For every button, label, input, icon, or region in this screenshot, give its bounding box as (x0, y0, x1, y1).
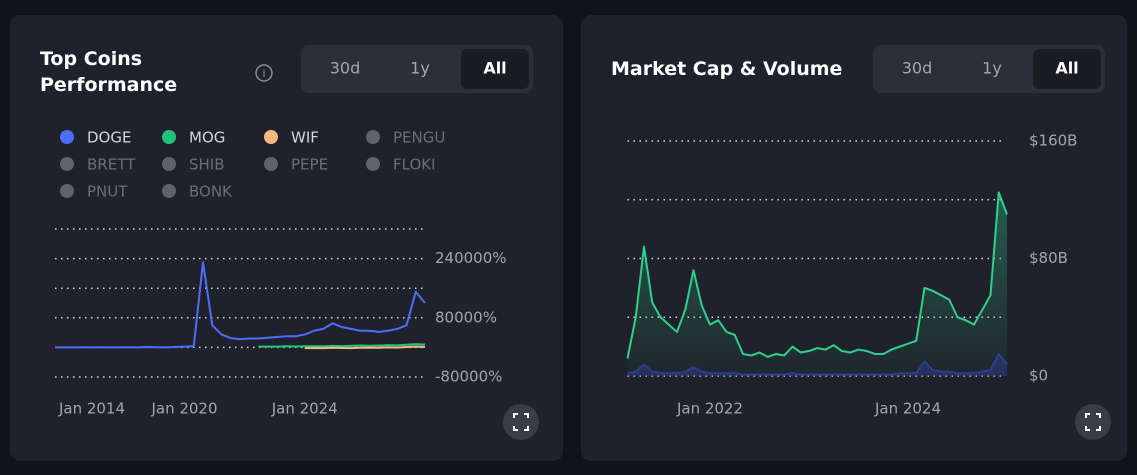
y-tick-label: 240000% (435, 249, 507, 267)
y-tick-label: 80000% (435, 308, 497, 326)
x-tick-label: Jan 2024 (874, 400, 941, 418)
y-tick-label: -80000% (435, 368, 502, 386)
tab-active-bg (461, 49, 529, 89)
chart-title: Top Coins Performance (40, 48, 178, 96)
legend-marker[interactable] (264, 130, 278, 144)
expand-icon (513, 413, 529, 431)
legend-marker[interactable] (60, 130, 74, 144)
tab-active-bg (1033, 49, 1101, 89)
series-area (627, 192, 1007, 376)
legend-marker[interactable] (264, 157, 278, 171)
expand-button[interactable] (503, 404, 539, 440)
series-line (55, 261, 426, 349)
expand-icon (1085, 413, 1101, 431)
x-tick-label: Jan 2024 (271, 400, 338, 418)
series-line (626, 191, 1008, 359)
series-line (258, 343, 426, 348)
tab[interactable]: 30d (330, 59, 361, 78)
legend-marker[interactable] (60, 184, 74, 198)
y-tick-label: $0 (1029, 367, 1048, 385)
legend-marker[interactable] (162, 184, 176, 198)
y-tick-label: $80B (1029, 249, 1068, 267)
legend-label[interactable]: BRETT (87, 156, 136, 174)
legend-label[interactable]: DOGE (87, 129, 131, 147)
expand-button[interactable] (1075, 404, 1111, 440)
legend-label[interactable]: PENGU (393, 129, 445, 147)
legend-marker[interactable] (366, 130, 380, 144)
tab[interactable]: 1y (410, 59, 430, 78)
legend-label[interactable]: PEPE (291, 156, 328, 174)
tab[interactable]: All (1055, 59, 1078, 78)
card (10, 15, 563, 461)
y-tick-label: $160B (1029, 132, 1077, 150)
x-tick-label: Jan 2022 (676, 400, 743, 418)
x-tick-label: Jan 2014 (58, 400, 125, 418)
info-icon[interactable] (255, 64, 273, 82)
tab[interactable]: 1y (982, 59, 1002, 78)
series-line (304, 345, 426, 350)
legend-label[interactable]: BONK (189, 183, 233, 201)
legend-label[interactable]: WIF (291, 129, 319, 147)
legend-label[interactable]: FLOKI (393, 156, 436, 174)
x-tick-label: Jan 2020 (150, 400, 217, 418)
chart-title: Market Cap & Volume (611, 58, 843, 80)
tab[interactable]: 30d (902, 59, 933, 78)
legend-label[interactable]: MOG (189, 129, 225, 147)
info-icon-glyph: i (262, 67, 265, 80)
legend-label[interactable]: SHIB (189, 156, 225, 174)
legend-marker[interactable] (162, 130, 176, 144)
legend-marker[interactable] (60, 157, 74, 171)
legend-marker[interactable] (366, 157, 380, 171)
tab[interactable]: All (483, 59, 506, 78)
legend-label[interactable]: PNUT (87, 183, 128, 201)
legend-marker[interactable] (162, 157, 176, 171)
